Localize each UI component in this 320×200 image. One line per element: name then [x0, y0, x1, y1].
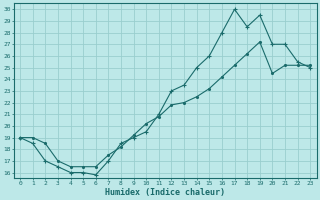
X-axis label: Humidex (Indice chaleur): Humidex (Indice chaleur) [105, 188, 225, 197]
